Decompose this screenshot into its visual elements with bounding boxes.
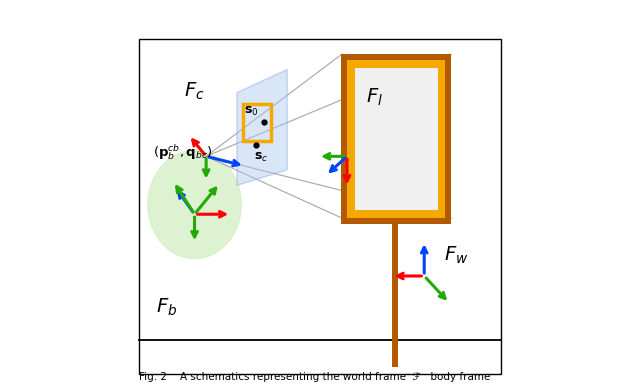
Bar bbox=[347, 60, 445, 218]
Bar bbox=[139, 39, 501, 374]
Text: $(\mathbf{p}_b^{cb}, \mathbf{q}_{bc})$: $(\mathbf{p}_b^{cb}, \mathbf{q}_{bc})$ bbox=[153, 143, 213, 162]
Polygon shape bbox=[237, 69, 287, 185]
Bar bbox=[341, 54, 451, 224]
Text: $\mathit{F}_b$: $\mathit{F}_b$ bbox=[156, 297, 177, 318]
Bar bbox=[355, 68, 438, 210]
Text: $\mathbf{s}_0$: $\mathbf{s}_0$ bbox=[244, 105, 259, 118]
Text: $\mathbf{s}_c$: $\mathbf{s}_c$ bbox=[253, 151, 268, 164]
Bar bbox=[392, 174, 398, 367]
Text: $\mathit{F}_l$: $\mathit{F}_l$ bbox=[366, 87, 383, 108]
Text: $\mathit{F}_c$: $\mathit{F}_c$ bbox=[184, 81, 205, 102]
Text: Fig. 2    A schematics representing the world frame  ℱ   body frame: Fig. 2 A schematics representing the wor… bbox=[139, 372, 490, 382]
Ellipse shape bbox=[148, 151, 241, 259]
Bar bbox=[243, 104, 271, 141]
Text: $\mathit{F}_w$: $\mathit{F}_w$ bbox=[444, 245, 468, 266]
